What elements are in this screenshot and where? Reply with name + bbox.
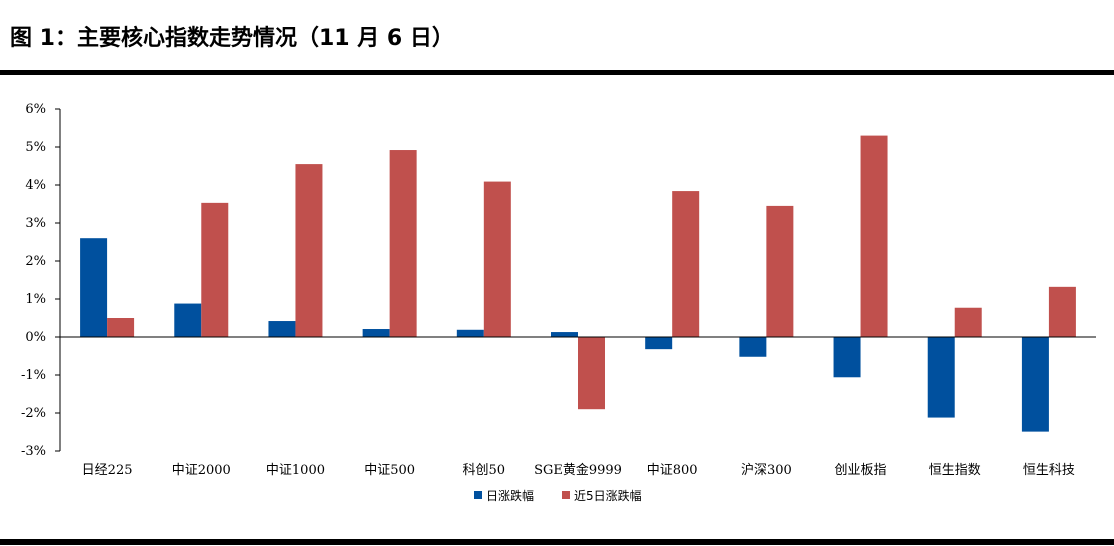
x-category-label: 中证2000	[172, 463, 231, 478]
bar-daily	[456, 329, 484, 337]
bar-five-day	[766, 205, 794, 337]
y-tick-label: -1%	[21, 368, 46, 383]
x-category-label: 恒生科技	[1023, 463, 1075, 478]
x-category-label: 恒生指数	[929, 463, 981, 478]
bar-five-day	[954, 307, 982, 337]
y-tick-label: 1%	[25, 292, 46, 307]
y-tick-label: 4%	[25, 178, 46, 193]
bar-daily	[268, 321, 296, 337]
bar-five-day	[389, 150, 417, 337]
x-category-label: SGE黄金9999	[534, 462, 622, 478]
bar-daily	[80, 238, 108, 337]
bar-daily	[362, 329, 390, 337]
bar-daily	[833, 337, 861, 378]
x-category-label: 中证500	[364, 463, 415, 478]
bar-five-day	[578, 337, 605, 410]
y-tick-label: 6%	[25, 102, 46, 117]
bar-daily	[551, 332, 578, 337]
x-category-label: 沪深300	[741, 462, 792, 478]
legend-swatch-daily	[474, 491, 482, 499]
bar-five-day	[201, 202, 229, 337]
bar-daily	[174, 303, 202, 337]
bottom-rule	[0, 539, 1114, 545]
y-tick-label: 5%	[25, 140, 46, 155]
y-tick-label: -3%	[21, 444, 46, 459]
y-tick-label: 0%	[25, 330, 46, 345]
y-tick-label: -2%	[21, 406, 46, 421]
x-category-label: 中证1000	[266, 463, 325, 478]
bar-five-day	[295, 164, 323, 337]
chart-title: 图 1：主要核心指数走势情况（11 月 6 日）	[10, 26, 454, 51]
top-rule	[0, 70, 1114, 75]
bar-five-day	[860, 135, 888, 337]
bar-daily	[645, 337, 673, 350]
bar-daily	[739, 337, 767, 357]
x-category-label: 创业板指	[835, 463, 887, 478]
y-tick-label: 2%	[25, 254, 46, 269]
legend-swatch-five-day	[562, 491, 570, 499]
bar-five-day	[483, 181, 511, 337]
bar-five-day	[1048, 286, 1076, 337]
x-category-label: 日经225	[82, 463, 133, 478]
x-category-label: 中证800	[647, 463, 698, 478]
bar-daily	[1021, 337, 1049, 432]
legend-label: 近5日涨跌幅	[574, 488, 642, 503]
bar-five-day	[672, 191, 700, 337]
x-category-label: 科创50	[463, 463, 506, 478]
legend-label: 日涨跌幅	[486, 488, 534, 503]
bar-five-day	[107, 318, 135, 337]
y-tick-label: 3%	[25, 216, 46, 231]
bar-daily	[927, 337, 955, 418]
